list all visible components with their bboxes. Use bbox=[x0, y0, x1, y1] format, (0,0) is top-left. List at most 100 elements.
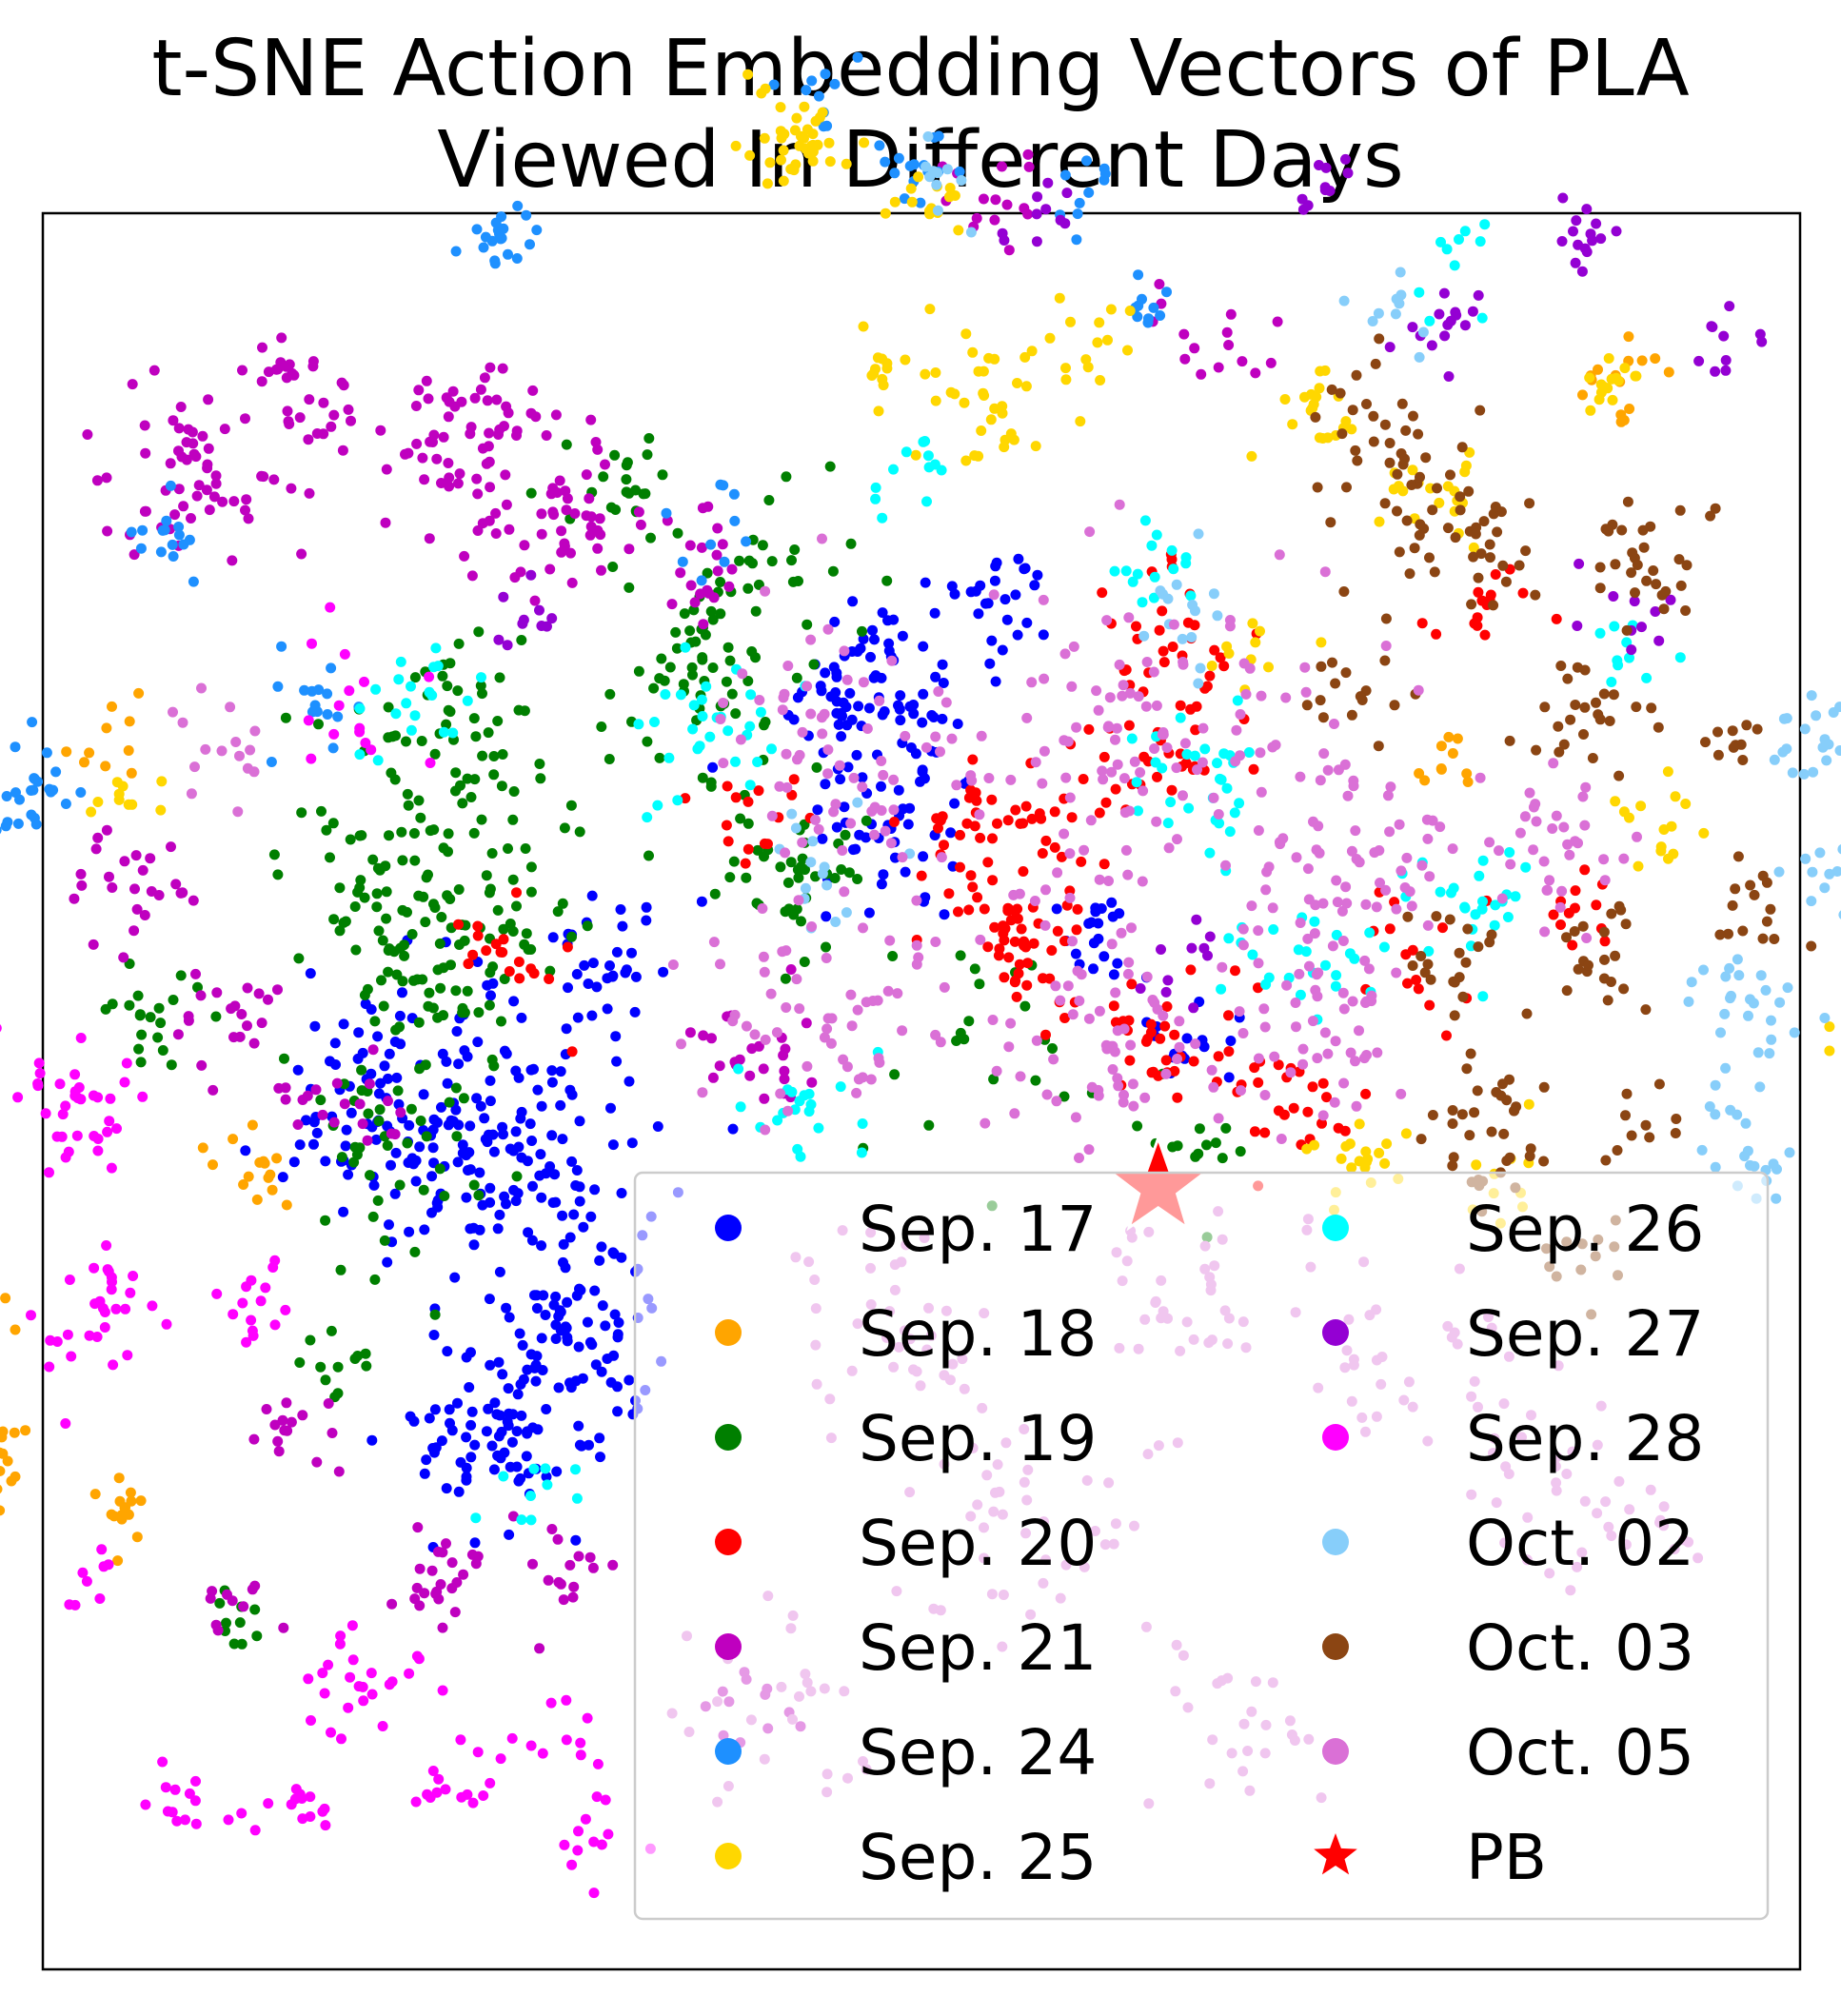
scatter-point bbox=[1047, 1043, 1058, 1054]
scatter-point bbox=[456, 396, 467, 407]
scatter-point bbox=[1059, 1091, 1070, 1102]
scatter-point bbox=[557, 1134, 568, 1145]
scatter-point bbox=[135, 1495, 147, 1507]
scatter-point bbox=[1391, 967, 1402, 978]
scatter-point bbox=[772, 1115, 783, 1126]
scatter-point bbox=[1167, 642, 1178, 652]
scatter-point bbox=[815, 681, 826, 692]
scatter-point bbox=[838, 697, 849, 708]
scatter-point bbox=[203, 394, 214, 405]
scatter-point bbox=[780, 973, 791, 984]
scatter-point bbox=[1402, 978, 1413, 989]
scatter-point bbox=[1030, 757, 1041, 768]
scatter-point bbox=[988, 589, 1000, 601]
scatter-point bbox=[126, 1495, 137, 1507]
scatter-point bbox=[478, 1790, 489, 1801]
scatter-point bbox=[1696, 1144, 1708, 1156]
scatter-point bbox=[406, 724, 417, 736]
scatter-point bbox=[525, 886, 537, 898]
scatter-point bbox=[1070, 1112, 1081, 1123]
scatter-point bbox=[531, 225, 543, 236]
scatter-point bbox=[1448, 976, 1459, 987]
scatter-point bbox=[1108, 1000, 1119, 1012]
scatter-point bbox=[1302, 1106, 1314, 1117]
scatter-point bbox=[101, 472, 112, 484]
scatter-point bbox=[1324, 186, 1336, 196]
scatter-point bbox=[570, 1464, 581, 1475]
scatter-point bbox=[454, 939, 465, 950]
scatter-point bbox=[519, 939, 530, 950]
scatter-point bbox=[953, 906, 963, 918]
scatter-point bbox=[1059, 218, 1071, 229]
scatter-point bbox=[187, 426, 198, 438]
scatter-point bbox=[1123, 1015, 1135, 1026]
scatter-point bbox=[880, 208, 891, 219]
scatter-point bbox=[373, 1088, 385, 1099]
scatter-point bbox=[338, 1206, 349, 1217]
scatter-point bbox=[249, 1604, 261, 1615]
scatter-point bbox=[510, 1196, 522, 1207]
scatter-point bbox=[1120, 844, 1132, 856]
scatter-point bbox=[1484, 539, 1495, 550]
scatter-point bbox=[367, 1044, 379, 1056]
scatter-point bbox=[1563, 907, 1574, 919]
scatter-point bbox=[544, 974, 555, 984]
scatter-point bbox=[256, 1018, 267, 1029]
scatter-point bbox=[1396, 398, 1408, 409]
scatter-point bbox=[92, 797, 104, 807]
scatter-point bbox=[831, 667, 842, 679]
scatter-point bbox=[893, 784, 904, 796]
scatter-point bbox=[823, 137, 835, 148]
scatter-point bbox=[494, 672, 505, 683]
scatter-point bbox=[777, 704, 788, 716]
scatter-point bbox=[441, 1483, 452, 1494]
scatter-point bbox=[852, 797, 863, 808]
scatter-point bbox=[1723, 928, 1733, 939]
scatter-point bbox=[1644, 1132, 1655, 1143]
scatter-point bbox=[831, 821, 842, 833]
scatter-point bbox=[1715, 1027, 1726, 1038]
scatter-point bbox=[50, 766, 62, 778]
scatter-point bbox=[1072, 903, 1083, 915]
scatter-point bbox=[1615, 416, 1627, 427]
scatter-point bbox=[1401, 852, 1413, 863]
scatter-point bbox=[487, 978, 499, 989]
scatter-point bbox=[1558, 821, 1570, 833]
scatter-point bbox=[1707, 322, 1718, 332]
scatter-point bbox=[1544, 875, 1555, 886]
scatter-point bbox=[1681, 560, 1693, 571]
legend-marker-pb bbox=[1314, 1833, 1357, 1875]
scatter-point bbox=[1231, 724, 1242, 736]
scatter-point bbox=[1056, 851, 1067, 862]
scatter-point bbox=[793, 872, 804, 883]
scatter-point bbox=[1462, 923, 1474, 935]
scatter-point bbox=[661, 507, 672, 519]
scatter-point bbox=[1441, 244, 1453, 255]
scatter-point bbox=[978, 193, 989, 205]
scatter-point bbox=[869, 634, 880, 645]
scatter-point bbox=[561, 439, 572, 450]
scatter-point bbox=[501, 1302, 512, 1314]
scatter-point bbox=[574, 826, 585, 838]
scatter-point bbox=[157, 1045, 168, 1056]
scatter-point bbox=[364, 1078, 375, 1090]
scatter-point bbox=[522, 1364, 533, 1375]
scatter-point bbox=[1749, 889, 1760, 900]
scatter-point bbox=[417, 452, 428, 464]
scatter-point bbox=[1668, 848, 1679, 860]
scatter-point bbox=[886, 655, 898, 666]
scatter-point bbox=[317, 1109, 328, 1120]
scatter-point bbox=[503, 843, 513, 854]
scatter-point bbox=[982, 857, 994, 868]
scatter-point bbox=[536, 621, 547, 631]
scatter-point bbox=[963, 904, 975, 916]
scatter-point bbox=[382, 1256, 393, 1268]
scatter-point bbox=[76, 880, 88, 891]
scatter-point bbox=[516, 1106, 527, 1117]
scatter-point bbox=[48, 784, 59, 796]
scatter-point bbox=[309, 1020, 321, 1032]
scatter-point bbox=[1190, 1038, 1201, 1050]
scatter-point bbox=[1346, 709, 1357, 721]
scatter-point bbox=[192, 981, 203, 993]
scatter-point bbox=[1285, 1067, 1297, 1078]
